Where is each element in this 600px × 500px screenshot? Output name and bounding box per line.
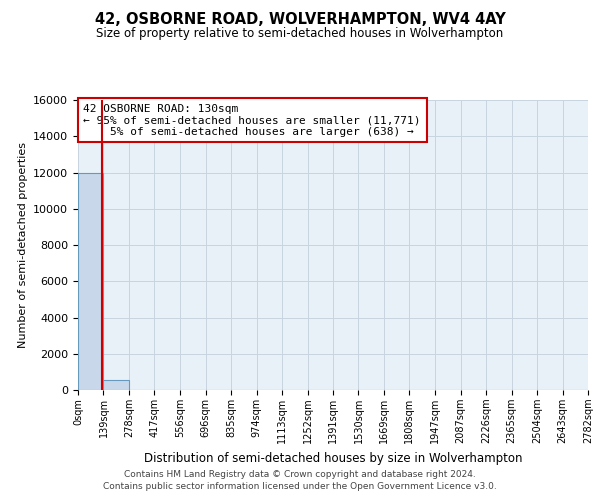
Bar (78, 172, 103, 390)
Text: Size of property relative to semi-detached houses in Wolverhampton: Size of property relative to semi-detach… (97, 28, 503, 40)
Text: Contains public sector information licensed under the Open Government Licence v3: Contains public sector information licen… (103, 482, 497, 491)
X-axis label: Distribution of semi-detached houses by size in Wolverhampton: Distribution of semi-detached houses by … (144, 452, 522, 464)
Text: 42 OSBORNE ROAD: 130sqm
← 95% of semi-detached houses are smaller (11,771)
    5: 42 OSBORNE ROAD: 130sqm ← 95% of semi-de… (83, 104, 421, 137)
Text: 42, OSBORNE ROAD, WOLVERHAMPTON, WV4 4AY: 42, OSBORNE ROAD, WOLVERHAMPTON, WV4 4AY (95, 12, 505, 28)
Text: Contains HM Land Registry data © Crown copyright and database right 2024.: Contains HM Land Registry data © Crown c… (124, 470, 476, 479)
Y-axis label: Number of semi-detached properties: Number of semi-detached properties (17, 142, 28, 348)
Bar (103, 380, 129, 390)
